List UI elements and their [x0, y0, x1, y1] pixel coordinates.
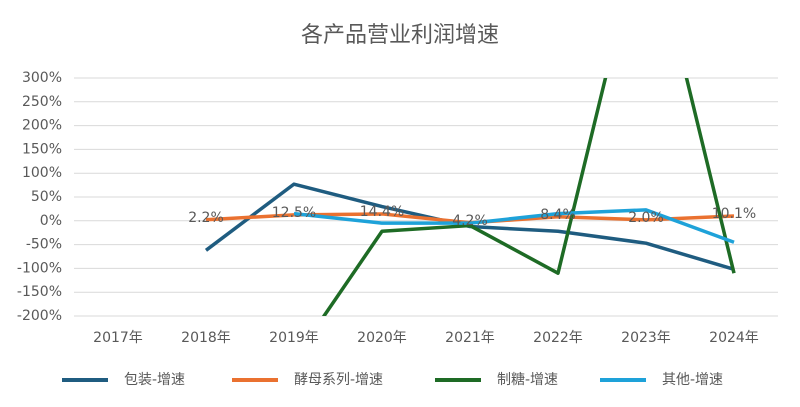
chart-title: 各产品营业利润增速: [301, 23, 499, 48]
plot-area: [204, 78, 736, 316]
data-label: 4.2%: [452, 213, 488, 229]
legend-label: 包装-增速: [124, 372, 185, 388]
y-tick-label: 200%: [22, 118, 62, 134]
legend-label: 其他-增速: [662, 372, 723, 388]
x-tick-label: 2021年: [445, 330, 495, 346]
data-label: 2.0%: [628, 210, 664, 226]
y-tick-label: -100%: [17, 260, 62, 276]
y-tick-label: 100%: [22, 165, 62, 181]
line-series: [321, 78, 736, 316]
y-tick-label: -50%: [26, 237, 62, 253]
y-tick-label: 50%: [31, 189, 62, 205]
data-label: 10.1%: [712, 206, 756, 222]
x-tick-label: 2018年: [181, 330, 231, 346]
data-label: 12.5%: [272, 205, 316, 221]
x-tick-label: 2017年: [93, 330, 143, 346]
x-tick-label: 2020年: [357, 330, 407, 346]
y-tick-label: -150%: [17, 284, 62, 300]
y-tick-label: 150%: [22, 141, 62, 157]
x-tick-label: 2023年: [621, 330, 671, 346]
y-tick-label: 300%: [22, 70, 62, 86]
data-label: 8.4%: [540, 207, 576, 223]
x-tick-label: 2022年: [533, 330, 583, 346]
data-label: 14.4%: [360, 204, 404, 220]
data-label: 2.2%: [188, 210, 224, 226]
line-series: [293, 208, 735, 244]
y-tick-label: 250%: [22, 94, 62, 110]
x-tick-label: 2019年: [269, 330, 319, 346]
y-tick-label: 0%: [40, 213, 62, 229]
legend-label: 酵母系列-增速: [294, 372, 383, 388]
x-tick-label: 2024年: [709, 330, 759, 346]
legend-label: 制糖-增速: [497, 372, 558, 388]
y-tick-label: -200%: [17, 308, 62, 324]
